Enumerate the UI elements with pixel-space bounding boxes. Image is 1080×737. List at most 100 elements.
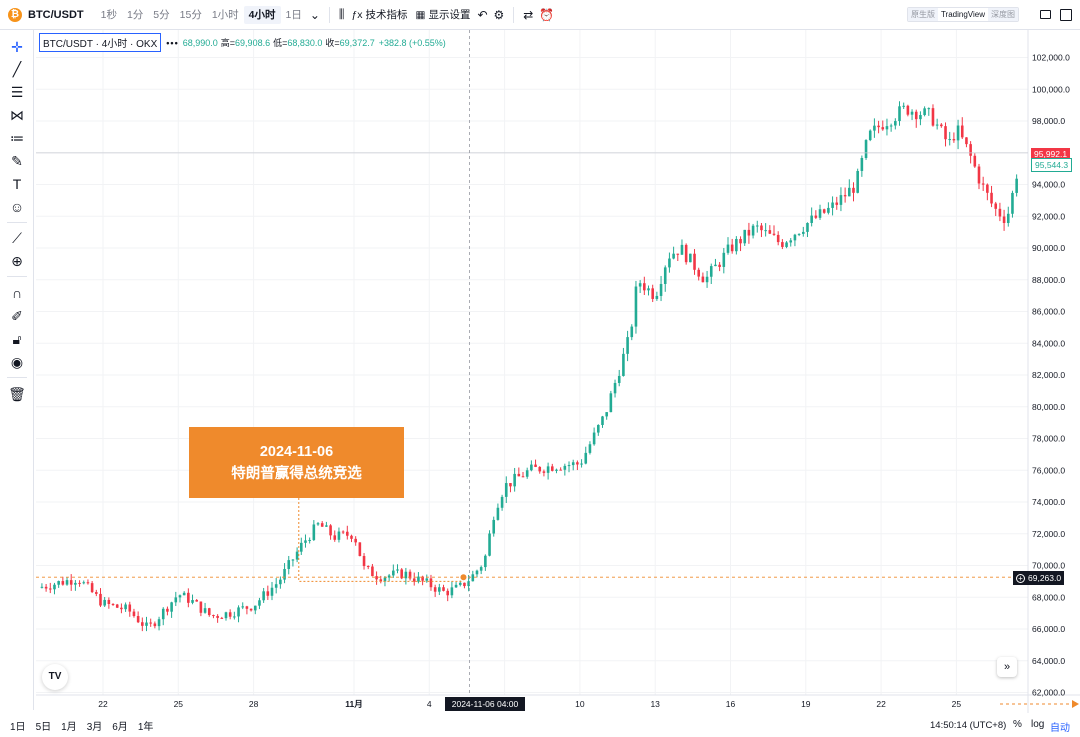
view-tab-2[interactable]: 深度图 [988, 8, 1018, 21]
timeframe-6[interactable]: 1日 [285, 8, 302, 21]
compare-icon[interactable]: ⇄ [523, 7, 534, 22]
candle-body [504, 483, 508, 497]
candle-body [868, 130, 872, 141]
range-button-1[interactable]: 5日 [35, 721, 52, 733]
view-tab-1[interactable]: TradingView [937, 8, 988, 21]
trash-icon[interactable]: 🗑︎ [8, 386, 26, 402]
candle-body [747, 229, 751, 236]
candle-body [65, 580, 69, 585]
candle-body [768, 230, 772, 234]
y-tick-label: 64,000.0 [1032, 656, 1065, 666]
candle-body [894, 121, 897, 126]
candle-body [304, 540, 307, 543]
candle-body [446, 590, 450, 596]
y-tick-label: 68,000.0 [1032, 592, 1065, 602]
range-button-0[interactable]: 1日 [10, 721, 26, 733]
plus-icon[interactable]: + [1016, 574, 1025, 583]
view-tab-0[interactable]: 原生版 [907, 8, 938, 21]
range-button-4[interactable]: 6月 [112, 721, 128, 733]
candle-body [425, 578, 429, 581]
candle-body [647, 288, 650, 291]
timeframe-5[interactable]: 4小时 [243, 5, 281, 24]
marker-price-value: 69,263.0 [1028, 573, 1062, 583]
y-tick-label: 74,000.0 [1032, 497, 1065, 507]
candle-body [295, 551, 299, 560]
arrow-head [1072, 700, 1079, 708]
tradingview-logo[interactable]: TV [42, 664, 68, 690]
crosshair-icon[interactable]: ✛ [11, 39, 23, 55]
fullscreen-icon[interactable] [1060, 8, 1072, 21]
candle-body [517, 473, 521, 477]
candle-body [651, 288, 654, 299]
trendline-icon[interactable]: ╱ [12, 61, 22, 77]
window-icon[interactable] [1040, 10, 1051, 19]
gear-icon[interactable]: ⚙ [493, 7, 505, 22]
candle-body [659, 283, 663, 296]
display-settings-button[interactable]: ▦ 显示设置 [412, 7, 475, 22]
auto-toggle[interactable]: 自动 [1050, 723, 1070, 734]
candle-body [555, 469, 558, 471]
legend-high-label: 高= [220, 38, 236, 48]
fib-icon[interactable]: ≔ [10, 130, 24, 146]
lock-icon[interactable]: 🔓︎ [12, 331, 22, 347]
brush-icon[interactable]: ✎ [11, 153, 23, 169]
ruler-icon[interactable]: ⟋ [12, 230, 22, 246]
annotation-date: 2024-11-06 [259, 443, 334, 460]
candle-body [82, 582, 86, 584]
x-tick-label: 10 [575, 699, 585, 709]
eye-icon[interactable]: ◉ [10, 354, 24, 370]
candle-body [458, 582, 462, 585]
candle-type-icon[interactable]: ⫼ [338, 7, 345, 21]
candle-body [793, 234, 797, 241]
timeframe-0[interactable]: 1秒 [100, 8, 117, 21]
candle-body [48, 588, 52, 590]
candle-body [299, 542, 303, 552]
indicators-button[interactable]: ƒx 技术指标 [347, 7, 411, 22]
top-toolbar: ₿ BTC/USDT 1秒 1分 5分 15分 1小时 4小时 1日 ⌄ ⫼ ƒx 技术指标 … [0, 0, 1080, 30]
candle-body [981, 183, 985, 185]
timeframe-2[interactable]: 5分 [153, 8, 170, 21]
more-icon[interactable]: ••• [166, 37, 179, 48]
y-tick-label: 72,000.0 [1032, 529, 1065, 539]
symbol-label[interactable]: BTC/USDT [28, 8, 84, 21]
scroll-to-realtime-icon[interactable]: » [997, 657, 1017, 677]
candle-body [74, 582, 77, 585]
x-tick-label: 25 [952, 699, 962, 709]
zoom-in-icon[interactable]: ⊕ [11, 253, 23, 269]
emoji-icon[interactable]: ☺ [9, 199, 25, 215]
magnet-icon[interactable]: ∩ [11, 285, 23, 301]
candle-body [124, 604, 127, 610]
text-icon[interactable]: T [12, 176, 22, 192]
candle-body [170, 602, 173, 612]
candle-body [245, 606, 249, 609]
timeframe-4[interactable]: 1小时 [211, 8, 239, 21]
range-button-2[interactable]: 1月 [61, 721, 77, 733]
timeframe-3[interactable]: 15分 [179, 8, 202, 21]
chevron-down-icon[interactable]: ⌄ [309, 7, 320, 22]
candle-body [781, 242, 784, 247]
undo-icon[interactable]: ↶ [477, 7, 488, 22]
candle-body [132, 611, 136, 617]
timeframe-1[interactable]: 1分 [126, 8, 144, 21]
range-button-3[interactable]: 3月 [86, 721, 103, 733]
chart-legend: BTC/USDT · 4小时 · OKX ••• 68,990.0 高= 69,9… [39, 33, 446, 52]
candle-body [308, 539, 311, 541]
range-button-5[interactable]: 1年 [137, 721, 154, 733]
divider [7, 377, 27, 378]
lock-drawing-icon[interactable]: ✐ [11, 308, 23, 324]
alert-icon[interactable]: ⏰ [539, 7, 555, 22]
percent-toggle[interactable]: % [1013, 719, 1022, 730]
candle-body [500, 496, 504, 508]
log-toggle[interactable]: log [1031, 719, 1045, 730]
y-tick-label: 66,000.0 [1032, 624, 1065, 634]
candle-body [157, 619, 161, 627]
candle-body [107, 599, 111, 604]
candle-body [325, 525, 328, 527]
pattern-icon[interactable]: ⋈ [10, 107, 24, 123]
candle-body [751, 225, 755, 236]
parallel-channel-icon[interactable]: ☰ [10, 84, 24, 100]
legend-title[interactable]: BTC/USDT · 4小时 · OKX [39, 33, 162, 52]
candle-body [337, 531, 341, 540]
candle-body [764, 230, 767, 232]
